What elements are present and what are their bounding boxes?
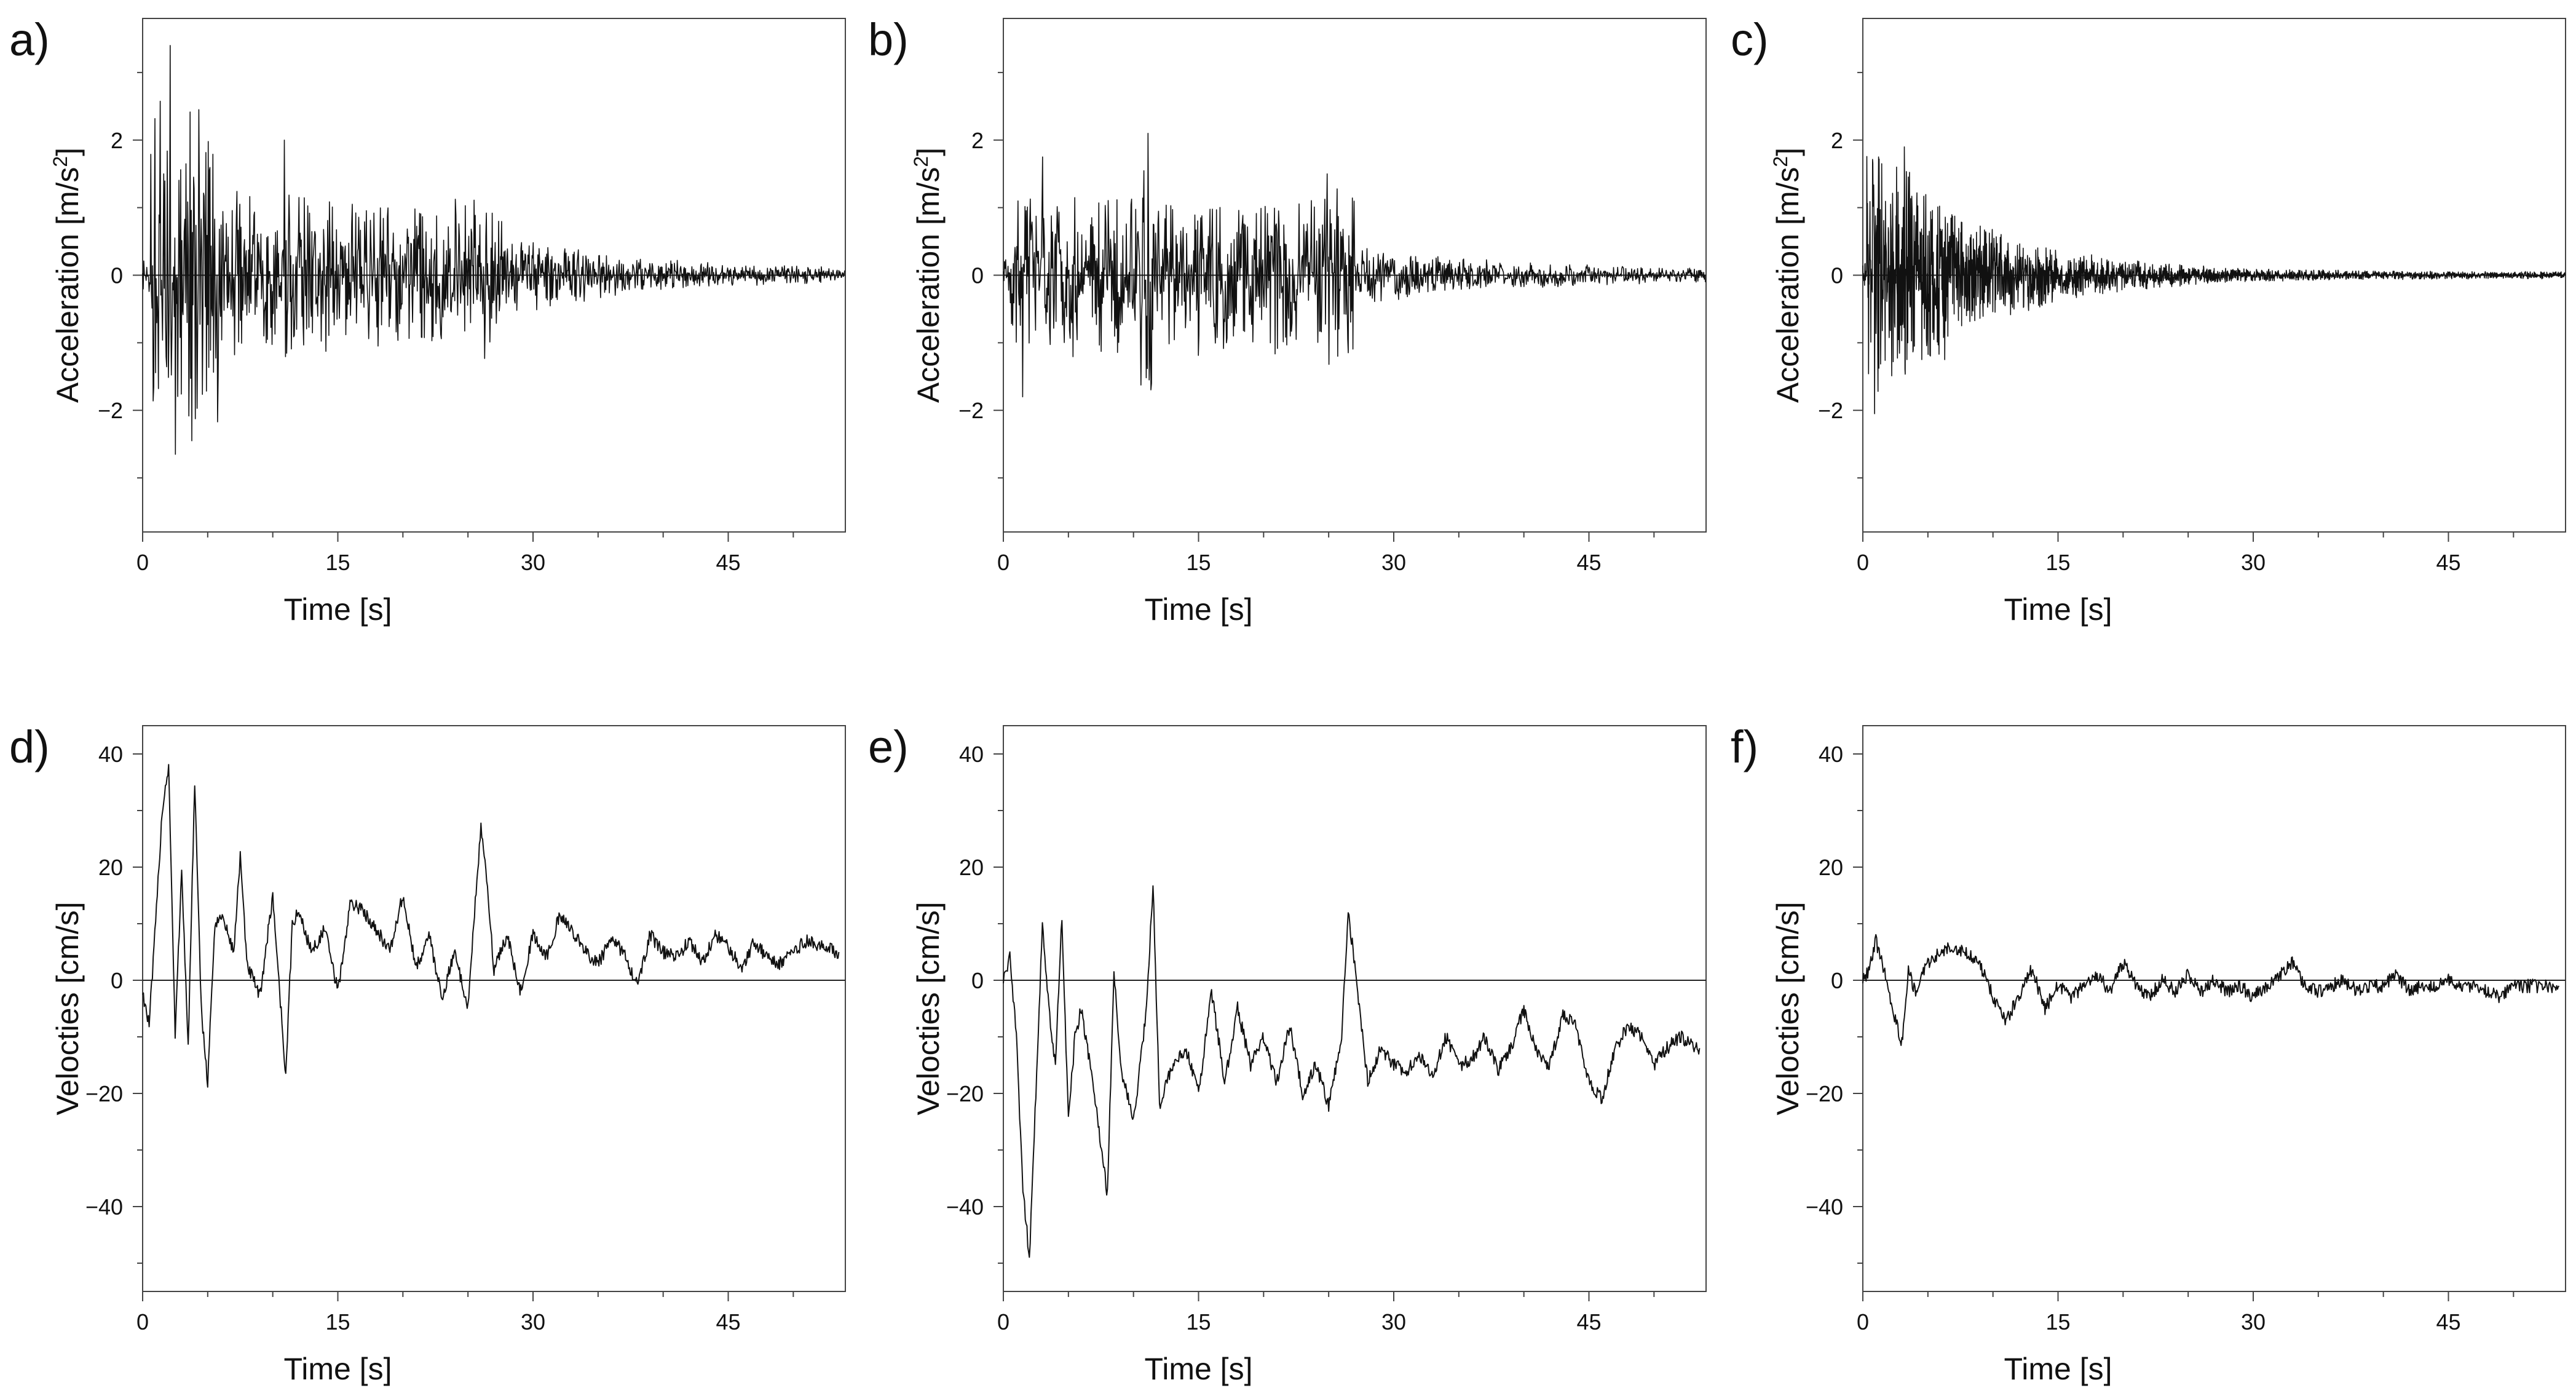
- panel-letter: f): [1731, 721, 1758, 772]
- x-axis-title: Time [s]: [284, 1352, 392, 1386]
- series-line-accel-b: [1003, 133, 1706, 398]
- x-tick-label: 45: [1576, 1309, 1601, 1335]
- y-tick-label: 0: [971, 968, 984, 993]
- x-tick-label: 45: [2436, 1309, 2460, 1335]
- chart-panel-b: b) 0 15 30 45 −2 0 2 Time [s] Acceleration [m/s2]: [868, 14, 1707, 627]
- y-tick-label: 0: [971, 263, 984, 288]
- chart-panel-a: a) 0 15 30 45 −2 0 2 Time [s] Acceleration [m/s2]: [9, 14, 846, 627]
- y-tick-label: 0: [1831, 968, 1843, 993]
- x-tick-label: 15: [325, 550, 350, 575]
- x-tick-label: 30: [2241, 1309, 2266, 1335]
- x-tick-label: 0: [1857, 550, 1869, 575]
- y-axis-title: Acceleration [m/s2]: [49, 148, 85, 403]
- y-tick-label: 0: [1831, 263, 1843, 288]
- y-tick-label: −40: [85, 1194, 123, 1220]
- panel-letter: c): [1731, 14, 1769, 65]
- y-axis-title: Acceleration [m/s2]: [910, 148, 946, 403]
- panel-letter: a): [9, 14, 50, 65]
- x-tick-label: 45: [716, 550, 740, 575]
- x-tick-label: 0: [997, 1309, 1009, 1335]
- plot-frame: [1862, 725, 2566, 1292]
- series-line-vel-f: [1862, 934, 2560, 1046]
- chart-panel-f: f) 0 15 30 45 −40 −20 0 20 40 Time [s] Velocties [c…: [1731, 721, 2566, 1386]
- x-axis-title: Time [s]: [2004, 1352, 2112, 1386]
- y-tick-label: −2: [958, 398, 984, 423]
- x-tick-label: 0: [1857, 1309, 1869, 1335]
- x-tick-label: 15: [1186, 550, 1211, 575]
- x-tick-label: 45: [2436, 550, 2460, 575]
- x-axis-title: Time [s]: [1145, 592, 1253, 627]
- x-axis-title: Time [s]: [284, 592, 392, 627]
- x-tick-label: 15: [2045, 550, 2070, 575]
- y-tick-label: 40: [1819, 742, 1843, 767]
- x-tick-label: 30: [1381, 1309, 1406, 1335]
- x-tick-label: 30: [2241, 550, 2266, 575]
- series-line-accel-a: [142, 45, 845, 455]
- x-tick-label: 0: [136, 550, 149, 575]
- y-tick-label: −20: [1806, 1081, 1843, 1106]
- y-tick-label: −2: [1818, 398, 1843, 423]
- y-axis-title: Velocties [cm/s]: [1771, 902, 1805, 1115]
- chart-panel-c: c) 0 15 30 45 −2 0 2 Time [s] Acceleration [m/s2]: [1731, 14, 2566, 627]
- x-tick-label: 0: [136, 1309, 149, 1335]
- y-tick-label: 0: [111, 968, 123, 993]
- x-axis-title: Time [s]: [1145, 1352, 1253, 1386]
- series-line-vel-d: [142, 764, 840, 1088]
- x-tick-label: 30: [521, 1309, 545, 1335]
- x-tick-label: 30: [521, 550, 545, 575]
- y-tick-label: 2: [971, 128, 984, 153]
- panel-letter: e): [868, 721, 909, 772]
- x-tick-label: 0: [997, 550, 1009, 575]
- x-tick-label: 15: [325, 1309, 350, 1335]
- series-line-vel-e: [1003, 885, 1701, 1258]
- panel-letter: b): [868, 14, 909, 65]
- y-axis-title: Velocties [cm/s]: [50, 902, 85, 1115]
- y-tick-label: 20: [959, 855, 984, 880]
- y-tick-label: 20: [1819, 855, 1843, 880]
- y-tick-label: −40: [1806, 1194, 1843, 1220]
- y-tick-label: −40: [946, 1194, 984, 1220]
- y-tick-label: −2: [98, 398, 123, 423]
- x-tick-label: 45: [1576, 550, 1601, 575]
- chart-panel-e: e) 0 15 30 45 −40 −20 0 20 40 Time [s] Velocties [c…: [868, 721, 1707, 1386]
- y-tick-label: 2: [111, 128, 123, 153]
- chart-panel-d: d) 0 15 30 45 −40 −20 0 20 40 Time [s] Velocties [c…: [9, 721, 846, 1386]
- y-tick-label: −20: [946, 1081, 984, 1106]
- y-tick-label: −20: [85, 1081, 123, 1106]
- y-tick-label: 2: [1831, 128, 1843, 153]
- x-tick-label: 30: [1381, 550, 1406, 575]
- x-tick-label: 45: [716, 1309, 740, 1335]
- plot-frame: [142, 725, 846, 1292]
- y-tick-label: 20: [98, 855, 123, 880]
- x-axis-title: Time [s]: [2004, 592, 2112, 627]
- y-axis-title: Acceleration [m/s2]: [1769, 148, 1805, 403]
- y-tick-label: 0: [111, 263, 123, 288]
- y-axis-title: Velocties [cm/s]: [911, 902, 946, 1115]
- plot-frame: [1003, 725, 1707, 1292]
- y-tick-label: 40: [98, 742, 123, 767]
- x-tick-label: 15: [2045, 1309, 2070, 1335]
- series-line-accel-c: [1862, 146, 2566, 414]
- y-tick-label: 40: [959, 742, 984, 767]
- x-tick-label: 15: [1186, 1309, 1211, 1335]
- panel-letter: d): [9, 721, 50, 772]
